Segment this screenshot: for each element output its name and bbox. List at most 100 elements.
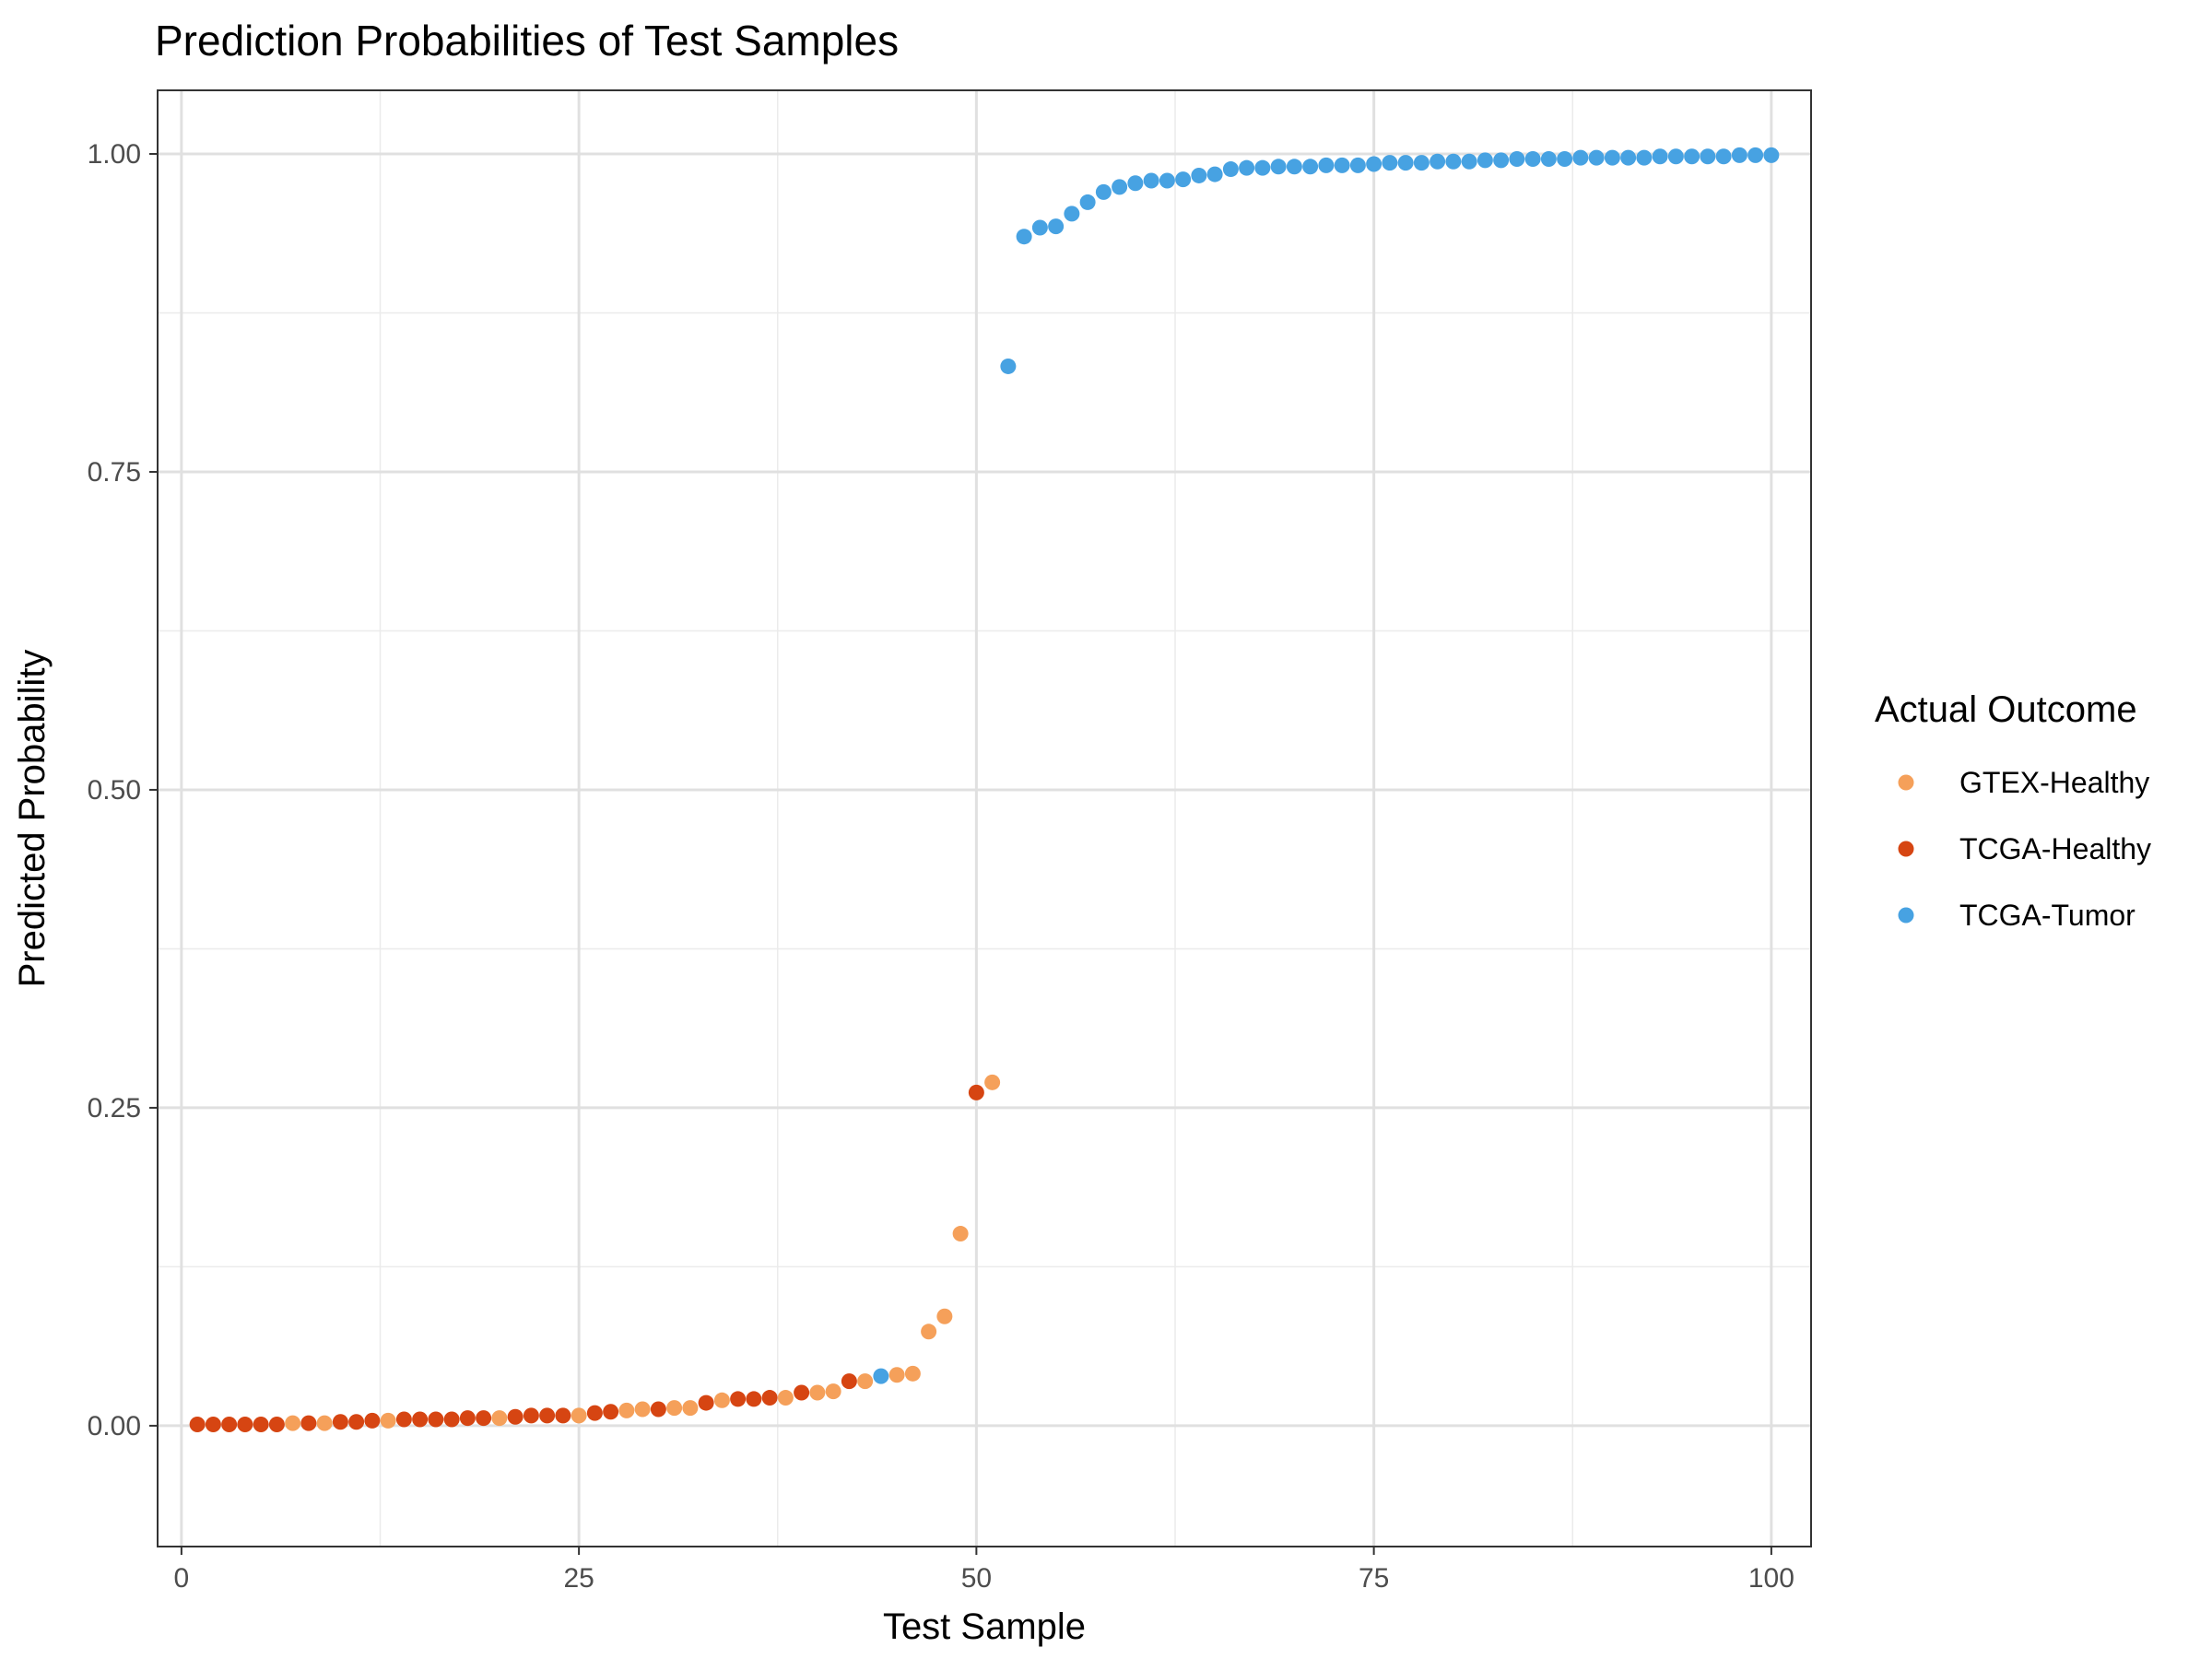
data-point [507,1408,524,1425]
x-tick-label: 50 [961,1563,992,1594]
data-point [316,1415,333,1431]
data-point [268,1417,285,1433]
data-point [523,1407,539,1424]
x-axis: 0 25 50 75 100 [174,1547,1794,1594]
data-point [1397,155,1414,171]
minor-gridlines [158,90,1811,1547]
data-point [1318,157,1335,173]
data-point [285,1415,301,1431]
data-point [1445,153,1462,170]
chart-title: Prediction Probabilities of Test Samples [155,17,899,65]
y-tick-label: 1.00 [88,139,141,170]
data-point [968,1084,984,1100]
data-point [1239,159,1255,176]
data-point [1572,149,1589,166]
legend-title: Actual Outcome [1875,689,2137,730]
data-point [459,1410,476,1427]
data-point [380,1412,396,1429]
data-point [1222,161,1239,178]
data-point [1557,151,1573,168]
x-tick-label: 0 [174,1563,190,1594]
data-point [205,1417,221,1433]
data-point [873,1368,889,1384]
data-point [1254,159,1271,176]
data-point [698,1394,714,1411]
y-tick-label: 0.25 [88,1093,141,1124]
data-point [586,1405,603,1421]
data-point [984,1074,1001,1090]
data-point [1461,153,1477,170]
data-point [1763,147,1780,163]
legend: Actual Outcome GTEX-Healthy TCGA-Healthy T… [1875,689,2151,932]
data-point [841,1373,857,1390]
data-point [936,1308,953,1324]
data-point [1270,159,1287,175]
data-point [1112,179,1128,195]
data-point [1700,148,1716,165]
data-point [476,1410,492,1427]
data-point [1286,159,1302,175]
data-point [1334,157,1350,173]
data-point [1127,175,1144,192]
legend-items: GTEX-Healthy TCGA-Healthy TCGA-Tumor [1898,766,2151,932]
data-point [634,1401,651,1418]
data-point [761,1390,778,1406]
y-axis-title: Predicted Probability [12,650,53,988]
data-point [1684,148,1700,165]
data-point [1477,152,1493,169]
data-point [1048,218,1065,235]
y-tick-label: 0.75 [88,457,141,488]
data-point [253,1417,269,1433]
x-tick-label: 75 [1359,1563,1389,1594]
plot-panel [158,90,1811,1547]
y-tick-label: 0.50 [88,775,141,806]
data-point [364,1412,381,1429]
data-point [1366,156,1382,172]
data-point [1413,155,1430,171]
data-point [1191,167,1207,183]
data-point [794,1384,810,1401]
data-point [650,1401,666,1418]
data-point [730,1391,747,1407]
data-point [713,1392,730,1408]
data-point [491,1410,508,1427]
data-point [1382,155,1398,171]
data-point [1206,166,1223,182]
data-point [666,1400,683,1417]
data-point [395,1411,412,1428]
legend-label: GTEX-Healthy [1959,766,2149,799]
data-point [921,1324,937,1340]
data-point [809,1384,826,1401]
data-point [1000,358,1017,374]
data-point [1302,159,1319,175]
legend-label: TCGA-Healthy [1959,832,2151,865]
data-point [1652,148,1668,165]
data-point [1636,149,1653,166]
data-point [1620,149,1637,166]
data-point [1604,149,1620,166]
data-point [1540,151,1557,168]
plot-border [157,89,1812,1547]
data-point [1143,172,1159,189]
data-points [189,147,1780,1433]
y-axis: 0.00 0.25 0.50 0.75 1.00 [88,139,158,1441]
data-point [1159,172,1175,189]
data-point [1430,153,1446,170]
data-point [1064,206,1080,222]
data-point [1509,151,1525,168]
data-point [904,1365,921,1382]
data-point [825,1383,841,1400]
data-point [857,1373,874,1390]
data-point [888,1367,905,1383]
data-point [1349,157,1366,173]
data-point [1747,147,1764,163]
data-point [555,1407,571,1424]
data-point [412,1411,429,1428]
data-point [777,1390,794,1406]
x-tick-label: 100 [1748,1563,1794,1594]
data-point [443,1411,460,1428]
data-point [1493,152,1510,169]
legend-key [1898,907,1914,924]
data-point [1175,171,1192,188]
